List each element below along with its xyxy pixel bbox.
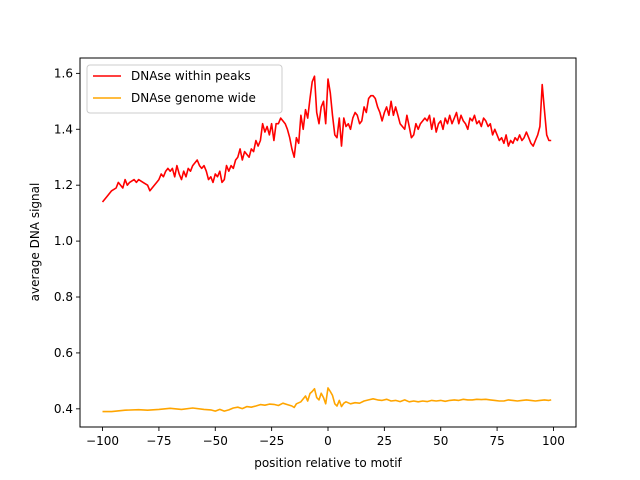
x-tick-label: −50 <box>203 434 228 448</box>
y-tick-label: 0.8 <box>54 290 73 304</box>
y-axis: 0.4 0.6 0.8 1.0 1.2 1.4 1.6 <box>54 66 80 416</box>
x-axis-label: position relative to motif <box>254 456 402 470</box>
x-tick-label: 50 <box>433 434 448 448</box>
y-tick-label: 0.4 <box>54 402 73 416</box>
series-line-1 <box>102 387 552 413</box>
x-tick-label: −25 <box>259 434 284 448</box>
legend-frame <box>86 64 283 114</box>
x-tick-label: −100 <box>86 434 119 448</box>
legend: DNAse within peaks DNAse genome wide <box>86 64 283 114</box>
y-tick-label: 1.4 <box>54 122 73 136</box>
x-tick-label: 0 <box>324 434 332 448</box>
x-tick-label: 75 <box>489 434 504 448</box>
y-tick-label: 1.6 <box>54 66 73 80</box>
series-line-0 <box>101 75 552 203</box>
y-tick-label: 1.2 <box>54 178 73 192</box>
x-tick-label: −75 <box>146 434 171 448</box>
x-tick-label: 25 <box>377 434 392 448</box>
legend-label-0: DNAse within peaks <box>131 69 251 83</box>
y-tick-label: 0.6 <box>54 346 73 360</box>
y-axis-label: average DNA signal <box>28 183 42 302</box>
y-tick-label: 1.0 <box>54 234 73 248</box>
x-tick-label: 100 <box>542 434 565 448</box>
x-axis: −100 −75 −50 −25 0 25 50 75 100 <box>86 427 565 448</box>
legend-label-1: DNAse genome wide <box>131 91 256 105</box>
series-layer <box>101 75 552 413</box>
